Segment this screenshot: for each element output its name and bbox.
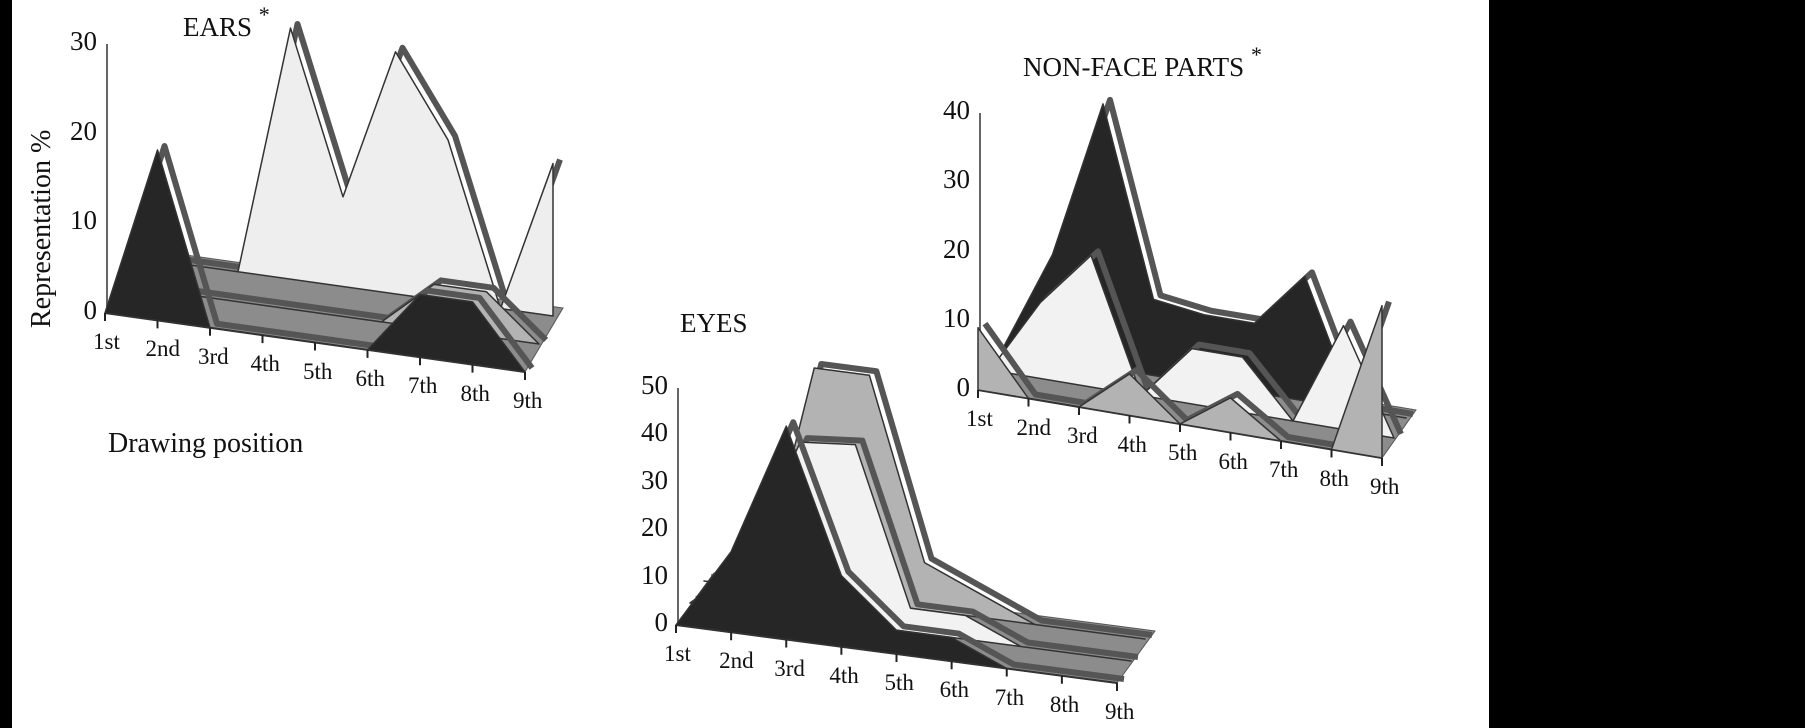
eyes-y-tick-label: 10 — [641, 559, 668, 590]
eyes-chart — [675, 360, 1156, 691]
eyes-y-tick-label: 50 — [641, 370, 668, 400]
ears-x-tick-label: 6th — [355, 365, 385, 391]
nonface-y-tick-label: 20 — [943, 233, 970, 264]
eyes-y-tick-label: 30 — [641, 464, 668, 495]
nonface-x-tick-label: 1st — [966, 406, 993, 431]
nonface-chart — [977, 96, 1417, 466]
ears-chart — [104, 21, 564, 380]
eyes-series-area — [675, 425, 1118, 684]
nonface-series-area — [977, 304, 1383, 459]
nonface-y-tick-label: 40 — [943, 95, 970, 125]
eyes-x-tick-label: 8th — [1049, 691, 1080, 717]
nonface-y-tick-label: 0 — [956, 372, 971, 402]
ears-x-tick-label: 5th — [303, 358, 333, 384]
chart-plots — [104, 21, 1417, 691]
ears-x-tick-label: 1st — [93, 329, 120, 354]
eyes-y-tick-label: 0 — [654, 607, 669, 637]
ears-chart-title: EARS * — [183, 2, 270, 42]
eyes-x-tick-label: 2nd — [719, 648, 754, 674]
figure-canvas: EARS * Representation % Drawing position… — [12, 0, 1489, 728]
eyes-x-tick-label: 5th — [884, 670, 914, 695]
ears-x-tick-label: 4th — [250, 351, 280, 377]
ears-y-tick-label: 0 — [83, 295, 98, 325]
ears-x-tick-label: 7th — [408, 373, 438, 399]
ears-y-tick-label: 30 — [70, 26, 97, 56]
eyes-x-tick-label: 4th — [829, 662, 859, 688]
eyes-chart-title: EYES — [680, 308, 748, 338]
nonface-chart-title: NON-FACE PARTS * — [1023, 42, 1262, 82]
nonface-x-tick-label: 7th — [1269, 457, 1299, 482]
ears-series-area — [104, 149, 526, 373]
ears-x-axis-label: Drawing position — [108, 428, 304, 459]
nonface-x-tick-label: 8th — [1319, 465, 1349, 491]
ears-x-tick-label: 2nd — [145, 336, 181, 362]
eyes-x-tick-label: 9th — [1105, 699, 1135, 724]
nonface-x-tick-label: 6th — [1218, 448, 1248, 474]
nonface-x-tick-label: 9th — [1370, 474, 1400, 499]
eyes-y-tick-label: 20 — [641, 512, 668, 543]
eyes-x-tick-label: 1st — [664, 641, 691, 666]
ears-series-edge — [109, 143, 535, 370]
nonface-x-tick-label: 4th — [1117, 431, 1147, 457]
nonface-x-tick-label: 2nd — [1016, 414, 1052, 440]
nonface-y-tick-label: 10 — [943, 302, 970, 333]
ears-x-tick-label: 3rd — [198, 343, 229, 369]
ears-y-tick-label: 20 — [70, 115, 97, 146]
eyes-y-tick-label: 40 — [641, 417, 668, 448]
nonface-x-tick-label: 3rd — [1067, 423, 1098, 448]
nonface-y-tick-label: 30 — [943, 164, 970, 195]
eyes-x-tick-label: 3rd — [774, 655, 805, 681]
nonface-x-tick-label: 5th — [1168, 440, 1198, 465]
eyes-x-tick-label: 6th — [939, 677, 970, 703]
ears-y-tick-label: 10 — [70, 205, 97, 236]
ears-x-tick-label: 9th — [513, 388, 543, 413]
eyes-x-tick-label: 7th — [994, 684, 1025, 710]
ears-x-tick-label: 8th — [460, 380, 490, 406]
ears-series-area — [132, 27, 554, 317]
